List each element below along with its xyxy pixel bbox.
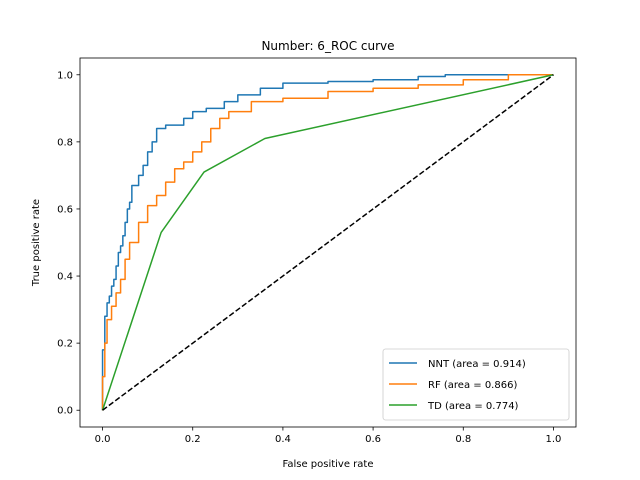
x-tick-label: 0.6 bbox=[365, 434, 381, 445]
x-tick-label: 0.2 bbox=[185, 434, 201, 445]
y-tick-label: 0.6 bbox=[57, 204, 73, 215]
series-line-3 bbox=[101, 74, 554, 411]
y-tick-label: 0.4 bbox=[57, 272, 73, 283]
legend-entry: NNT (area = 0.914) bbox=[428, 359, 526, 370]
y-tick-label: 0.0 bbox=[57, 406, 73, 417]
x-tick-label: 1.0 bbox=[546, 434, 562, 445]
axis-ticks: 0.0 0.2 0.4 0.6 0.8 1.0 0.0 0.2 0.4 0.6 0.8 1.0 bbox=[57, 70, 561, 445]
legend-entry: RF (area = 0.866) bbox=[428, 380, 517, 391]
y-tick-label: 0.8 bbox=[57, 137, 73, 148]
chart-title: Number: 6_ROC curve bbox=[261, 39, 394, 53]
y-tick-label: 1.0 bbox=[57, 70, 73, 81]
x-axis-label: False positive rate bbox=[283, 459, 374, 470]
plot-lines bbox=[101, 74, 554, 411]
series-line-2 bbox=[101, 74, 554, 411]
plot-frame bbox=[79, 57, 577, 428]
y-axis-label: True positive rate bbox=[31, 199, 42, 287]
legend-box bbox=[382, 348, 570, 421]
legend-entry: TD (area = 0.774) bbox=[427, 401, 519, 412]
x-tick-label: 0.0 bbox=[95, 434, 111, 445]
x-tick-label: 0.8 bbox=[455, 434, 471, 445]
series-line-1 bbox=[101, 74, 554, 411]
x-tick-label: 0.4 bbox=[275, 434, 291, 445]
y-tick-label: 0.2 bbox=[57, 339, 73, 350]
legend: NNT (area = 0.914) RF (area = 0.866) TD (a… bbox=[382, 348, 570, 421]
diagonal-reference-line bbox=[102, 74, 554, 411]
